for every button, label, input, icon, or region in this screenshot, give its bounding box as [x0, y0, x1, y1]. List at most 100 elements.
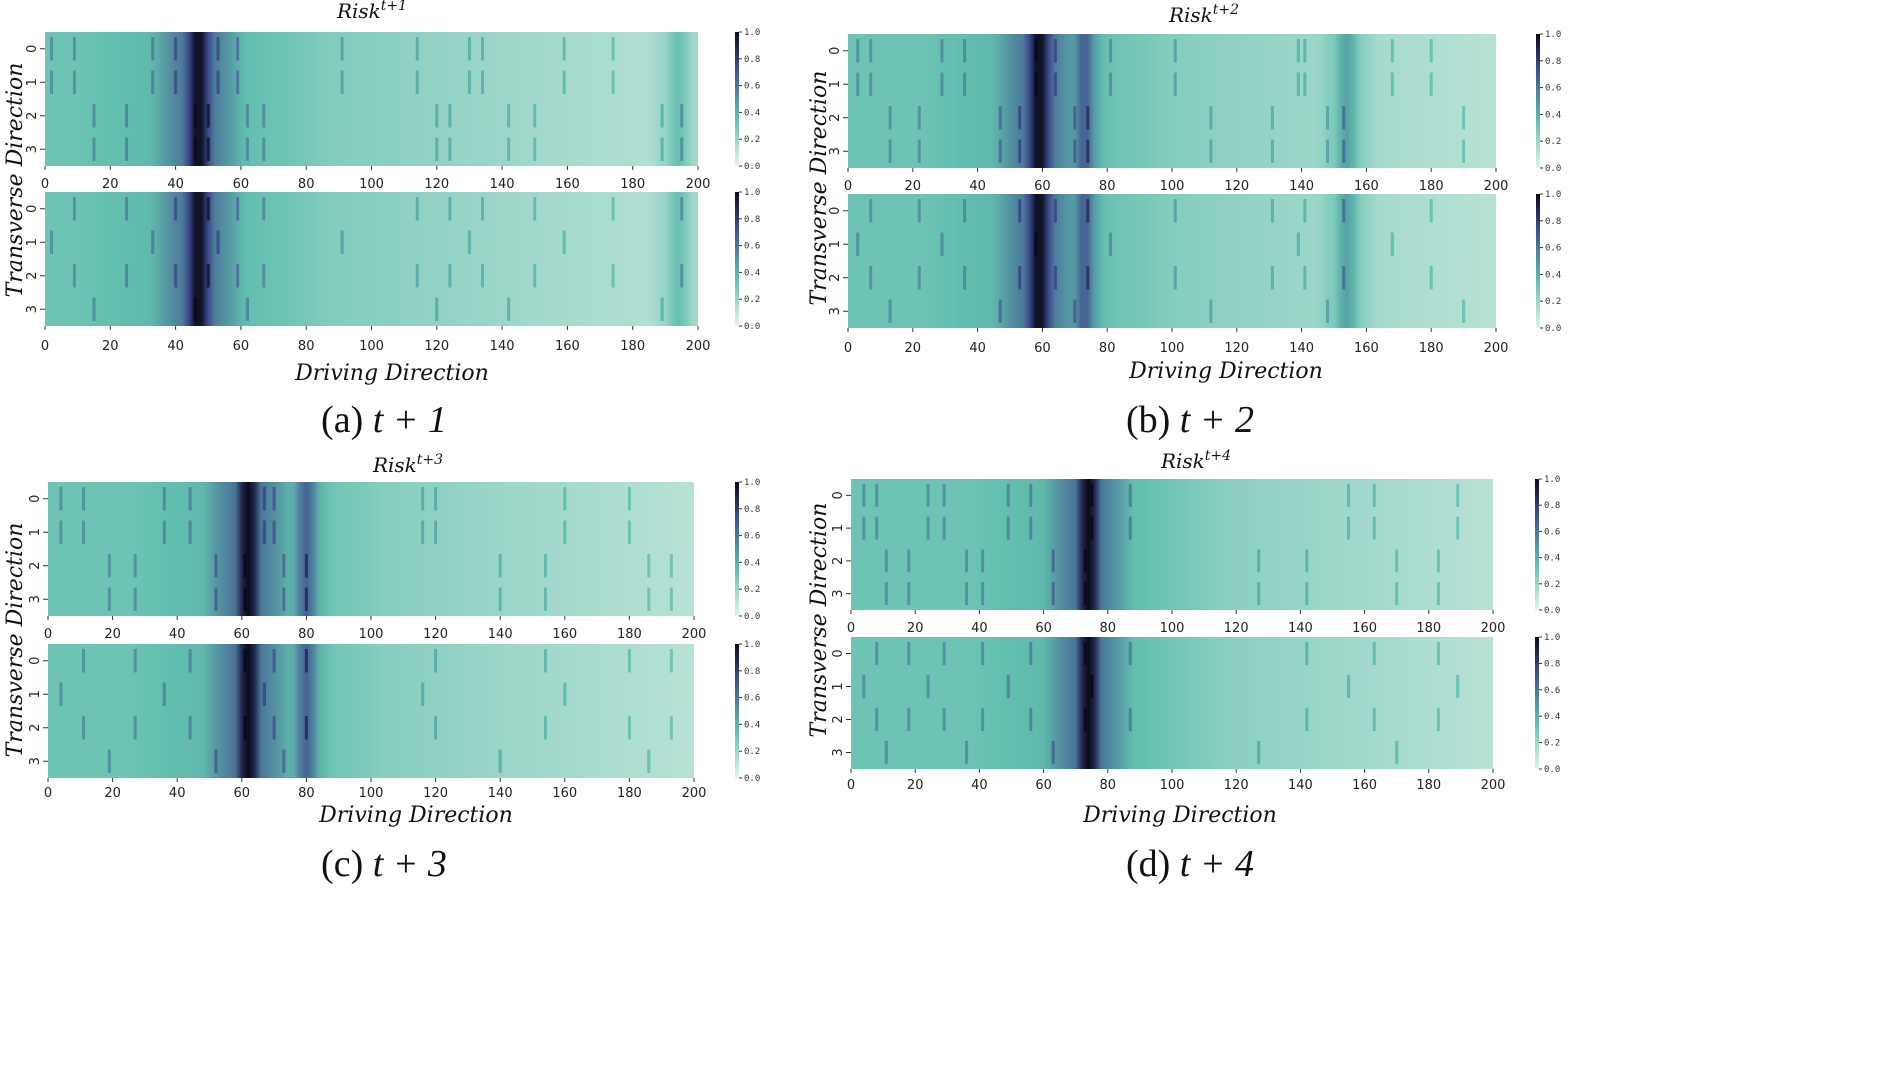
- vehicle-stripe: [926, 483, 930, 507]
- x-tick-label: 0: [847, 621, 855, 636]
- y-tick-label: 3: [25, 145, 40, 153]
- colorbar-tick-label: 0.2: [1544, 580, 1560, 590]
- colorbar-tick-label: 0.0: [744, 322, 760, 332]
- vehicle-stripe: [562, 230, 566, 254]
- vehicle-stripe: [1128, 707, 1132, 732]
- x-tick-label: 160: [1352, 778, 1377, 793]
- x-tick-label: 140: [490, 177, 515, 192]
- y-tick-label: 2: [831, 715, 846, 723]
- x-tick-label: 100: [359, 339, 384, 354]
- vehicle-stripe: [940, 39, 944, 63]
- vehicle-stripe: [1086, 199, 1090, 223]
- vehicle-stripe: [174, 37, 178, 61]
- vehicle-stripe: [193, 137, 197, 161]
- x-tick-label: 160: [555, 177, 580, 192]
- x-tick-label: 20: [104, 627, 121, 642]
- vehicle-stripe: [59, 682, 63, 706]
- x-axis-label: Driving Direction: [318, 803, 513, 828]
- colorbar: 1.0 0.8 0.6 0.4 0.2 0.0: [735, 478, 760, 622]
- heatmap-ground-truth: 0 1 2 3 0 20 40 60 80 100 120 140 160 180 200 1.0 0.8 0.6…: [25, 28, 760, 192]
- colorbar-tick-label: 0.4: [744, 108, 760, 118]
- heatmap-cells: [45, 32, 698, 166]
- y-tick-label: 0: [28, 495, 43, 503]
- vehicle-stripe: [162, 682, 166, 706]
- vehicle-stripe: [507, 104, 511, 128]
- heatmap-cells: [48, 482, 694, 616]
- vehicle-stripe: [680, 197, 684, 221]
- vehicle-stripe: [1173, 72, 1177, 96]
- vehicle-stripe: [262, 104, 266, 128]
- x-tick-label: 40: [167, 339, 184, 354]
- subfigure-caption: (a) t + 1: [321, 399, 447, 441]
- vehicle-stripe: [875, 707, 879, 732]
- vehicle-stripe: [940, 72, 944, 96]
- vehicle-stripe: [543, 716, 547, 740]
- vehicle-stripe: [1305, 641, 1309, 666]
- x-tick-label: 200: [1481, 778, 1506, 793]
- vehicle-stripe: [926, 674, 930, 699]
- y-tick-label: 1: [25, 238, 40, 246]
- vehicle-stripe: [680, 104, 684, 128]
- y-tick-label: 2: [828, 274, 843, 282]
- colorbar-tick-label: 1.0: [1544, 475, 1560, 485]
- vehicle-stripe: [1303, 72, 1307, 96]
- vehicle-stripe: [92, 297, 96, 321]
- colorbar-tick-label: 0.0: [1545, 324, 1561, 334]
- vehicle-stripe: [50, 37, 54, 61]
- vehicle-stripe: [1051, 740, 1055, 765]
- vehicle-stripe: [151, 230, 155, 254]
- vehicle-stripe: [875, 483, 879, 507]
- colorbar-gradient: [735, 32, 739, 166]
- vehicle-stripe: [869, 39, 873, 63]
- x-tick-label: 60: [234, 786, 251, 801]
- vehicle-stripe: [562, 70, 566, 94]
- vehicle-stripe: [1436, 582, 1440, 606]
- x-tick-label: 160: [1354, 341, 1379, 356]
- x-tick-label: 80: [298, 177, 315, 192]
- vehicle-stripe: [869, 266, 873, 290]
- vehicle-stripe: [884, 582, 888, 606]
- heatmap-prediction: 0 1 2 3 0 20 40 60 80 100 120 140 160 180 200 1.0 0.8 0.6…: [25, 188, 760, 354]
- colorbar-tick-label: 0.0: [1545, 164, 1561, 174]
- subfigure-caption: (c) t + 3: [321, 843, 447, 885]
- vehicle-stripe: [507, 297, 511, 321]
- vehicle-stripe: [926, 516, 930, 540]
- vehicle-stripe: [1390, 39, 1394, 63]
- vehicle-stripe: [214, 554, 218, 578]
- colorbar-tick-label: 0.2: [744, 747, 760, 757]
- vehicle-stripe: [611, 264, 615, 288]
- y-axis-label: Transverse Direction: [3, 523, 28, 758]
- vehicle-stripe: [188, 716, 192, 740]
- vehicle-stripe: [1305, 549, 1309, 573]
- y-tick-label: 1: [831, 682, 846, 690]
- vehicle-stripe: [236, 197, 240, 221]
- vehicle-stripe: [917, 139, 921, 163]
- x-tick-label: 40: [969, 179, 986, 194]
- colorbar-tick-label: 0.8: [1545, 217, 1561, 227]
- vehicle-stripe: [1429, 266, 1433, 290]
- vehicle-stripe: [981, 707, 985, 732]
- vehicle-stripe: [669, 649, 673, 673]
- colorbar: 1.0 0.8 0.6 0.4 0.2 0.0: [1535, 633, 1560, 775]
- vehicle-stripe: [415, 70, 419, 94]
- vehicle-stripe: [174, 197, 178, 221]
- vehicle-stripe: [340, 37, 344, 61]
- x-tick-label: 120: [1224, 179, 1249, 194]
- vehicle-stripe: [1342, 106, 1346, 130]
- vehicle-stripe: [245, 104, 249, 128]
- vehicle-stripe: [174, 70, 178, 94]
- x-tick-label: 0: [44, 627, 52, 642]
- heatmap-ground-truth: 0 1 2 3 0 20 40 60 80 100 120 140 160 180 200 1.0 0.8 0.6…: [828, 30, 1561, 194]
- vehicle-stripe: [236, 264, 240, 288]
- vehicle-stripe: [282, 587, 286, 611]
- vehicle-stripe: [611, 197, 615, 221]
- x-tick-label: 200: [1484, 341, 1509, 356]
- vehicle-stripe: [1303, 266, 1307, 290]
- vehicle-stripe: [1296, 72, 1300, 96]
- x-tick-label: 80: [298, 786, 315, 801]
- vehicle-stripe: [236, 37, 240, 61]
- vehicle-stripe: [133, 716, 137, 740]
- colorbar-gradient: [1535, 637, 1539, 769]
- vehicle-stripe: [627, 649, 631, 673]
